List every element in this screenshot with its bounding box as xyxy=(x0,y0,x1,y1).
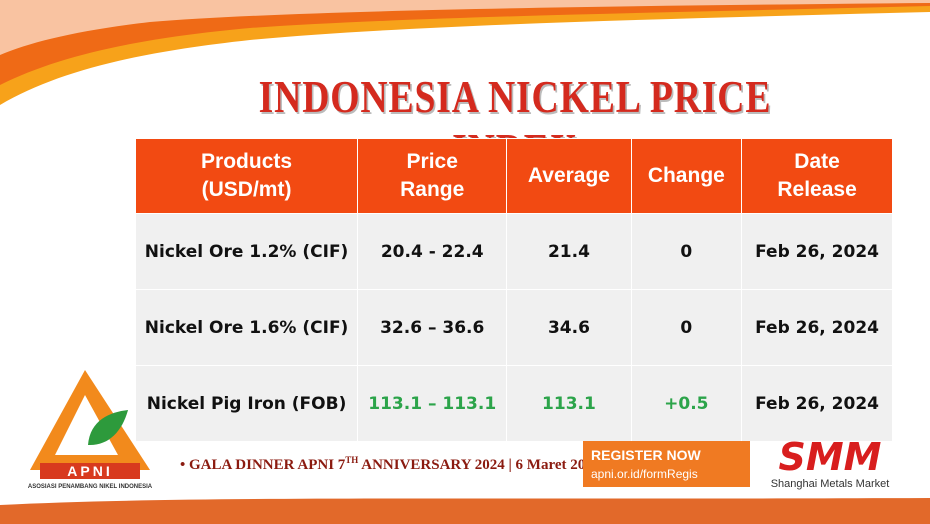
table-row: Nickel Ore 1.2% (CIF) 20.4 - 22.4 21.4 0 Feb… xyxy=(134,213,893,290)
value-cell: 113.1 – 113.1 xyxy=(357,365,508,442)
value-cell: Feb 26, 2024 xyxy=(741,365,893,442)
logo-name: APNI xyxy=(40,463,140,479)
price-table: Products (USD/mt) Price Range Average Chang… xyxy=(134,138,893,442)
value-cell: 34.6 xyxy=(506,289,632,366)
product-cell: Nickel Ore 1.6% (CIF) xyxy=(134,289,359,366)
register-url: apni.or.id/formRegis xyxy=(591,467,698,481)
value-cell: 32.6 – 36.6 xyxy=(357,289,508,366)
header-cell: Average xyxy=(506,138,632,214)
logo-full-name: ASOSIASI PENAMBANG NIKEL INDONESIA xyxy=(27,484,153,490)
product-cell: Nickel Ore 1.2% (CIF) xyxy=(134,213,359,290)
event-sup: TH xyxy=(345,455,359,465)
event-text: • GALA DINNER APNI 7TH ANNIVERSARY 2024 … xyxy=(180,455,601,473)
value-cell: 21.4 xyxy=(506,213,632,290)
partner-full-name: Shanghai Metals Market xyxy=(770,478,890,490)
value-cell: 0 xyxy=(630,213,743,290)
partner-logo: SMM Shanghai Metals Market xyxy=(765,436,895,490)
value-cell: Feb 26, 2024 xyxy=(741,289,893,366)
header-cell: Products (USD/mt) xyxy=(134,138,359,214)
table-row: Nickel Ore 1.6% (CIF) 32.6 – 36.6 34.6 0 Feb… xyxy=(134,289,893,366)
header-cell: Price Range xyxy=(357,138,508,214)
register: REGISTER NOW xyxy=(591,447,701,463)
value-cell: 0 xyxy=(630,289,743,366)
header-cell: Change xyxy=(630,138,743,214)
table-row: Nickel Pig Iron (FOB) 113.1 – 113.1 113.1 +… xyxy=(134,365,893,442)
register-box[interactable]: REGISTER NOW apni.or.id/formRegis xyxy=(583,441,750,487)
product-cell: Nickel Pig Iron (FOB) xyxy=(134,365,359,442)
event: GALA DINNER APNI 7 xyxy=(189,457,346,473)
value-cell: +0.5 xyxy=(630,365,743,442)
value-cell: 113.1 xyxy=(506,365,632,442)
event-rest: ANNIVERSARY 2024 | 6 Maret 2024 xyxy=(358,457,601,473)
header-cell: Date Release xyxy=(741,138,893,214)
value-cell: Feb 26, 2024 xyxy=(741,213,893,290)
partner-name: SMM xyxy=(778,435,882,479)
value-cell: 20.4 - 22.4 xyxy=(357,213,508,290)
